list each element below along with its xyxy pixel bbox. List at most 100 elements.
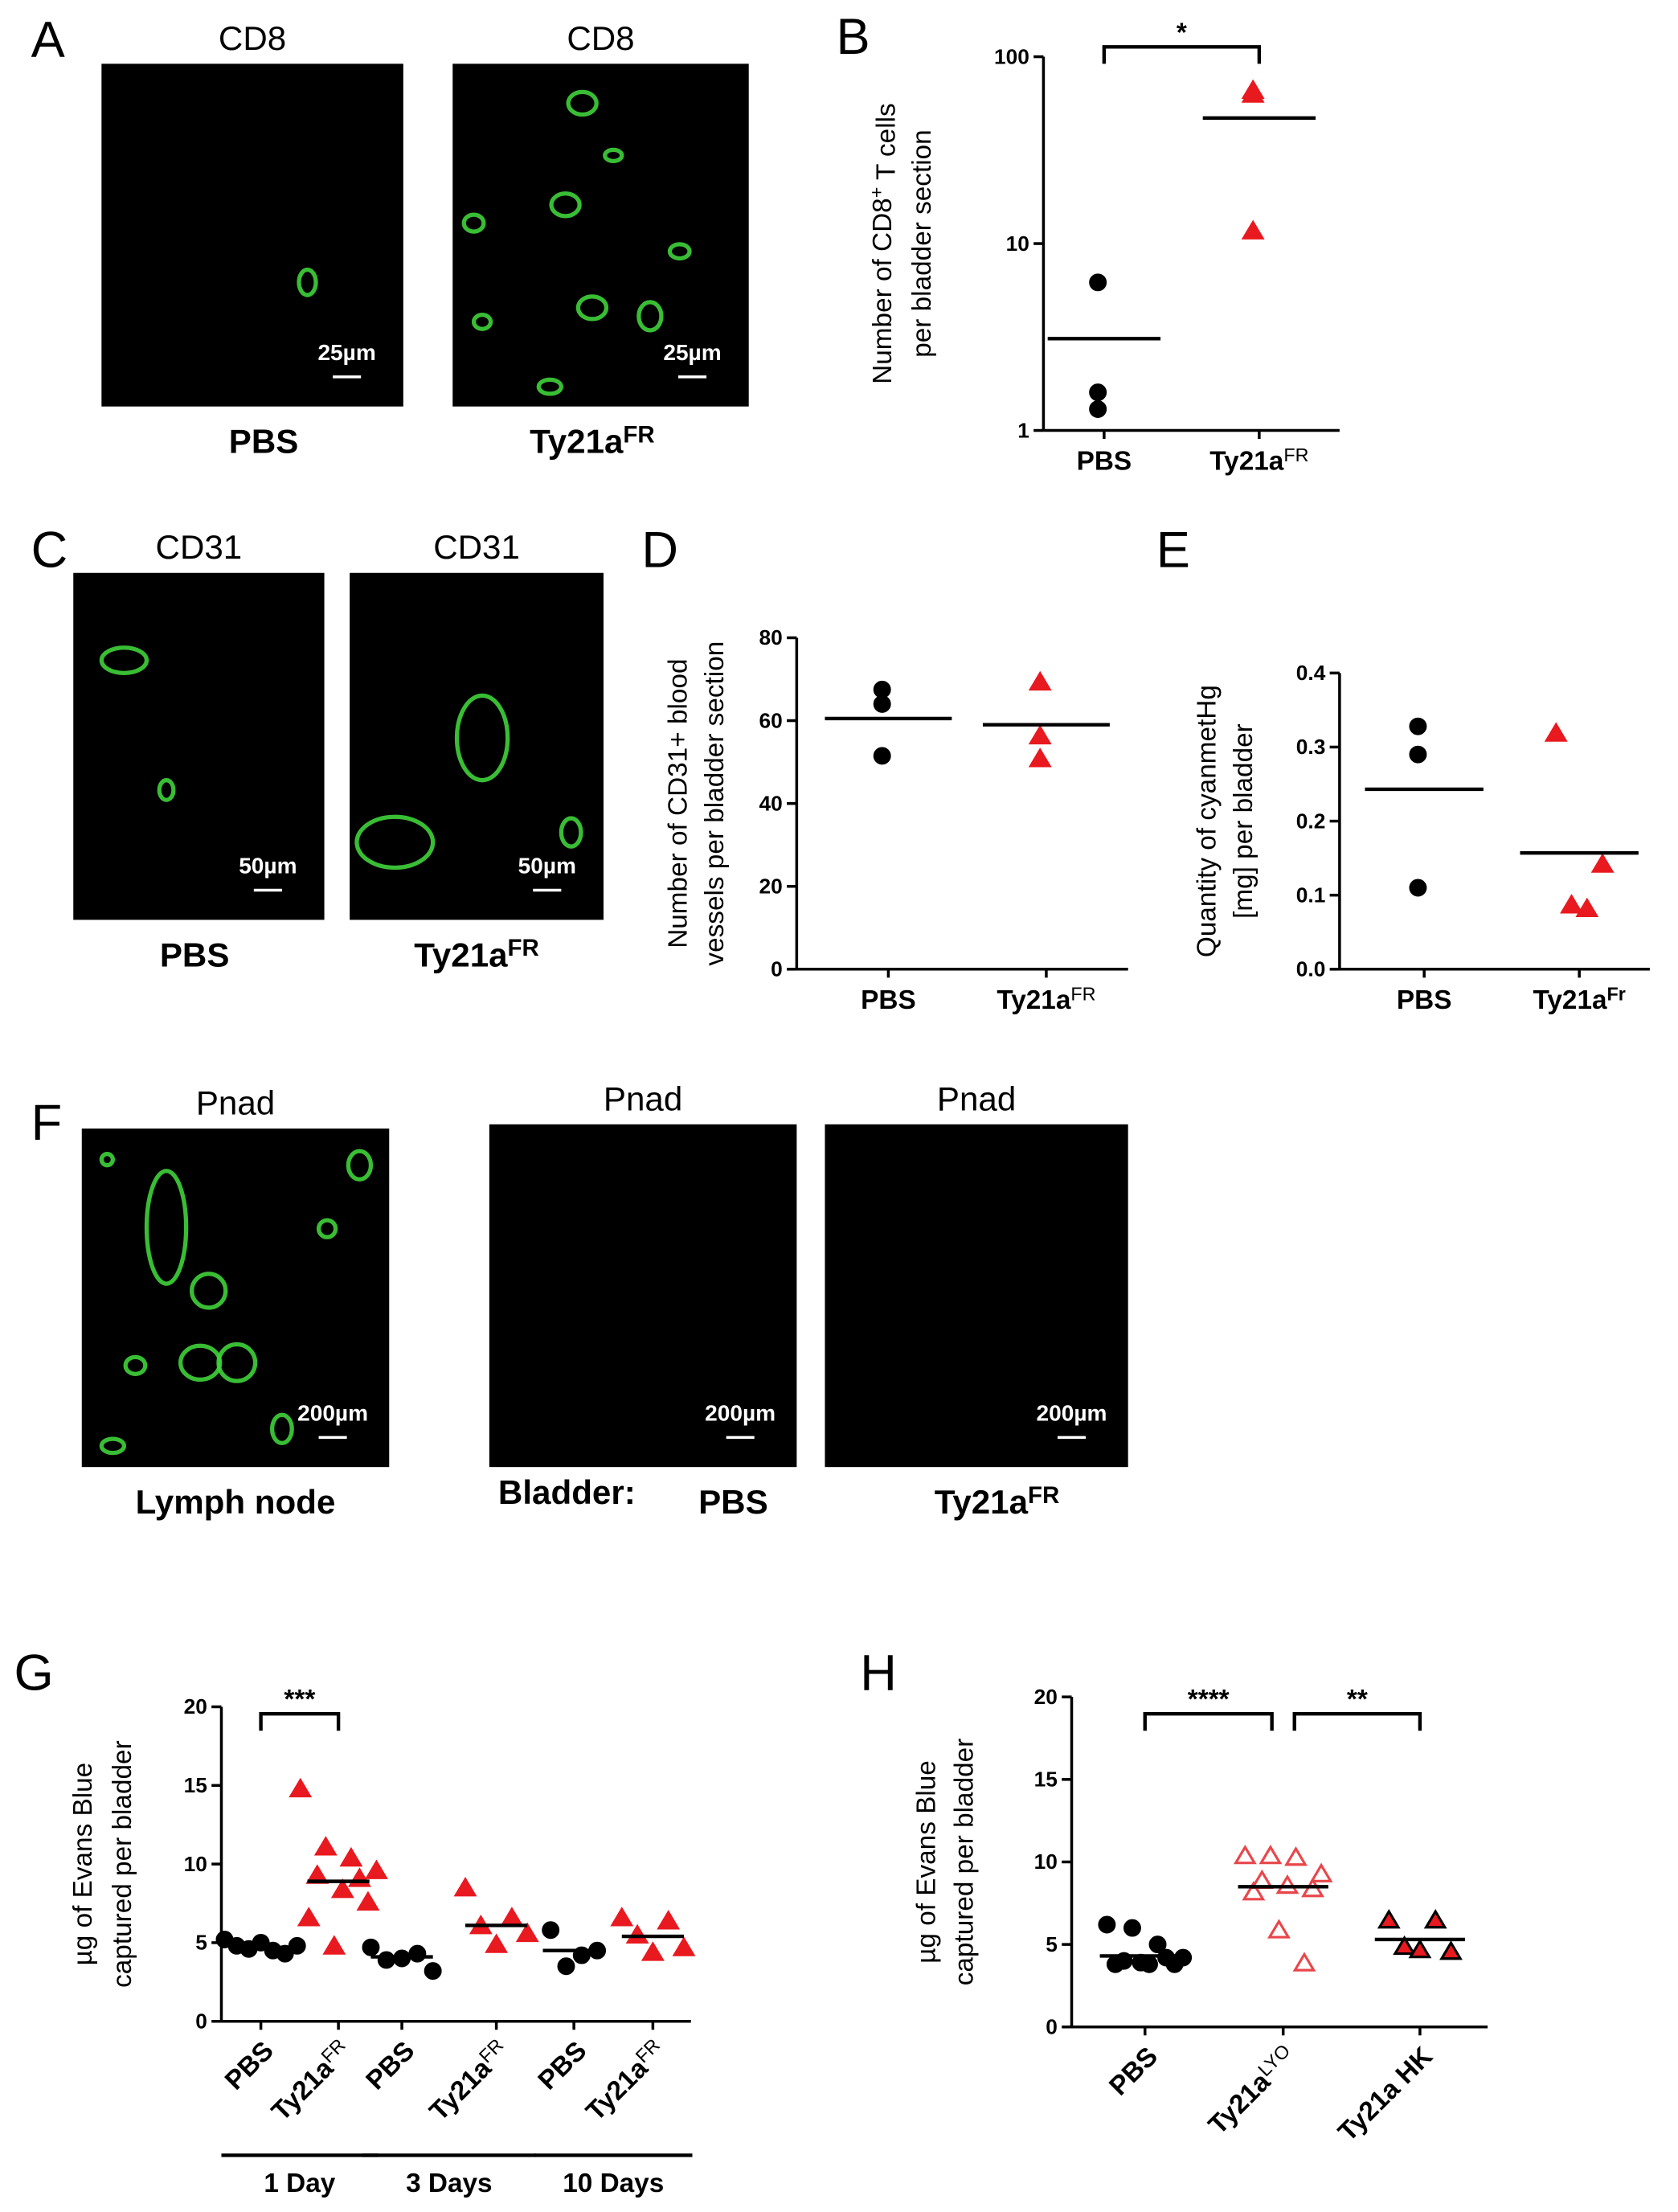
point: [1590, 853, 1615, 873]
point: [1393, 1935, 1417, 1956]
point: [485, 1933, 509, 1953]
image-label-sup: FR: [508, 935, 539, 961]
stained-cell: [297, 267, 318, 297]
point: [1089, 273, 1107, 292]
image-label: Ty21aFR: [530, 421, 655, 460]
scale-label: 50µm: [239, 853, 297, 878]
point: [356, 1890, 380, 1911]
image-label: PBS: [160, 936, 230, 973]
point: [641, 1941, 665, 1961]
significance-bracket: [259, 1712, 341, 1731]
panel-letter: F: [31, 1095, 63, 1151]
point: [264, 1941, 282, 1960]
point: [1233, 1844, 1257, 1865]
micrograph: [81, 1129, 390, 1468]
point: [1241, 219, 1265, 240]
point: [289, 1777, 313, 1798]
point: [339, 1846, 363, 1867]
x-tick-label: Ty21aFr: [1533, 983, 1625, 1015]
panel-letter: C: [31, 522, 68, 579]
significance-bracket: [1102, 45, 1262, 64]
stained-cell: [346, 1149, 374, 1182]
image-label-base: Ty21a: [414, 936, 508, 973]
point: [1089, 400, 1107, 419]
point: [1028, 748, 1052, 768]
x-tick-label: PBS: [1077, 447, 1132, 477]
y-axis-label: captured per bladder: [950, 1739, 980, 1986]
point: [313, 1836, 338, 1856]
point: [1408, 1938, 1432, 1959]
scale-label: 25µm: [663, 340, 721, 365]
point: [1284, 1845, 1308, 1866]
image-title: Pnad: [196, 1084, 275, 1122]
x-tick-label: Ty21aFR: [1209, 444, 1308, 477]
x-tick-label-base: Ty21a: [997, 985, 1070, 1015]
panel-letter: G: [14, 1645, 54, 1701]
y-tick-label: 10: [1034, 1849, 1058, 1874]
point: [330, 1878, 354, 1899]
y-tick-label: 0.4: [1296, 661, 1326, 685]
significance-label: *: [1177, 18, 1187, 47]
image-label-sup: FR: [1028, 1482, 1059, 1509]
point: [1409, 879, 1427, 897]
y-tick-label: 15: [1034, 1768, 1058, 1792]
stained-cell: [316, 1218, 338, 1239]
stained-cell: [99, 1152, 116, 1168]
stained-cell: [270, 1412, 294, 1445]
y-axis-label: captured per bladder: [108, 1740, 137, 1988]
stained-cell: [559, 816, 583, 849]
point: [322, 1935, 346, 1955]
image-title: CD31: [156, 528, 243, 566]
image-label: Lymph node: [136, 1483, 336, 1521]
point: [1275, 1874, 1299, 1895]
point: [1089, 383, 1107, 402]
y-tick-label: 5: [195, 1931, 207, 1955]
micrograph: [452, 63, 749, 407]
x-tick-label-sup: FR: [1283, 444, 1308, 465]
image-label-base: Ty21a: [935, 1483, 1029, 1521]
point: [1575, 897, 1599, 918]
scale-label: 200µm: [297, 1400, 368, 1425]
y-axis-label-sup: +: [866, 187, 886, 199]
image-title: CD8: [219, 19, 286, 57]
point: [672, 1936, 696, 1956]
micrograph: [73, 572, 325, 920]
point: [625, 1923, 649, 1944]
point: [1106, 1955, 1124, 1973]
y-tick-label: 1: [1017, 418, 1029, 442]
point: [1242, 1881, 1266, 1901]
point: [1409, 717, 1427, 735]
panel-letter: D: [641, 522, 678, 579]
y-axis-label: [mg] per bladder: [1229, 723, 1258, 919]
micrograph: [489, 1124, 797, 1468]
stained-cell: [603, 147, 624, 164]
stained-cell: [667, 242, 692, 261]
image-label-sup: FR: [623, 421, 654, 448]
significance-label: **: [1347, 1685, 1368, 1714]
significance-bracket: [1143, 1712, 1274, 1731]
image-title: Pnad: [937, 1079, 1016, 1117]
scale-label: 200µm: [1037, 1400, 1107, 1425]
point: [297, 1907, 321, 1927]
image-label: Ty21aFR: [414, 935, 539, 973]
x-tick-label-base: Ty21a: [1209, 447, 1283, 477]
y-axis-label-rest: T cells: [871, 103, 901, 186]
group-label: 3 Days: [406, 2169, 492, 2198]
stained-cell: [354, 814, 436, 870]
stained-cell: [461, 212, 486, 234]
stained-cell: [157, 778, 176, 802]
y-tick-label: 0.0: [1296, 957, 1326, 981]
y-tick-label: 20: [184, 1694, 207, 1718]
point: [1377, 1909, 1401, 1929]
y-axis-label: vessels per bladder section: [700, 641, 730, 966]
point: [377, 1951, 395, 1969]
y-tick-label: 0.3: [1296, 735, 1326, 759]
stained-cell: [549, 191, 582, 219]
significance-bracket: [1292, 1712, 1422, 1731]
image-label: PBS: [229, 423, 299, 461]
stained-cell: [566, 89, 599, 117]
y-axis-label-base: Number of CD8: [868, 198, 898, 384]
panel-letter: B: [836, 9, 870, 65]
